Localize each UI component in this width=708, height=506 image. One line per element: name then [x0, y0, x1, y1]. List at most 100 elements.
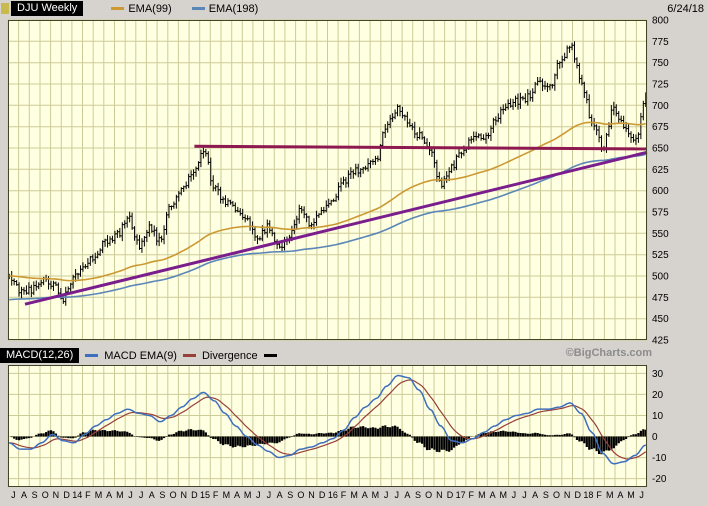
chart-date: 6/24/18	[667, 2, 704, 15]
x-axis-label: F	[213, 490, 219, 500]
ema99-swatch-icon	[111, 7, 125, 10]
ema198-line	[9, 153, 646, 301]
price-frame	[8, 20, 647, 340]
price-ytick-label: 500	[652, 272, 669, 283]
x-axis-label: J	[128, 490, 133, 500]
x-axis-label: J	[522, 490, 527, 500]
x-axis-label: J	[256, 490, 261, 500]
x-axis-label: M	[372, 490, 380, 500]
divergence-histogram	[10, 425, 647, 455]
trendline-2	[24, 150, 648, 306]
x-axis-label: A	[362, 490, 368, 500]
macd-frame	[8, 365, 647, 487]
macd-ytick-label: 20	[652, 390, 664, 401]
price-ytick-label: 725	[652, 80, 669, 91]
symbol-label[interactable]: DJU Weekly	[11, 1, 84, 16]
x-axis-label: A	[532, 490, 538, 500]
macd-title[interactable]: MACD(12,26)	[0, 348, 80, 363]
macd-ytick-label: -10	[652, 453, 667, 464]
x-axis-label: F	[341, 490, 347, 500]
price-ytick-label: 600	[652, 186, 669, 197]
ema99-label: EMA(99)	[128, 2, 172, 15]
x-axis-label: D	[319, 490, 326, 500]
ema99-line	[9, 121, 646, 282]
x-axis-label: J	[384, 490, 389, 500]
x-axis-label: M	[478, 490, 486, 500]
price-ytick-label: 650	[652, 144, 669, 155]
x-axis-label: 17	[456, 490, 466, 500]
macd-line-swatch-icon	[85, 354, 99, 357]
macd-ema-label: MACD EMA(9)	[104, 349, 177, 362]
price-ytick-label: 700	[652, 101, 669, 112]
x-axis-label: 18	[583, 490, 593, 500]
x-axis-label: D	[447, 490, 454, 500]
x-axis-label: A	[277, 490, 283, 500]
trendline-1	[194, 144, 648, 151]
macd-ytick-label: 30	[652, 369, 664, 380]
x-axis-label: J	[394, 490, 399, 500]
x-axis-label: A	[490, 490, 496, 500]
price-ytick-label: 675	[652, 122, 669, 133]
price-ytick-label: 450	[652, 314, 669, 325]
ema99-legend: EMA(99)	[111, 2, 172, 15]
x-axis-label: F	[596, 490, 602, 500]
x-axis-label: J	[639, 490, 644, 500]
price-ytick-label: 525	[652, 250, 669, 261]
macd-signal-line	[9, 379, 647, 460]
x-axis-label: M	[606, 490, 614, 500]
x-axis-label: J	[11, 490, 16, 500]
signal-line-swatch-icon	[182, 354, 196, 357]
x-axis-label: M	[95, 490, 103, 500]
bigcharts-watermark: ©BigCharts.com	[565, 347, 652, 359]
x-axis-label: O	[170, 490, 177, 500]
x-axis-label: 15	[200, 490, 210, 500]
x-axis-label: D	[191, 490, 198, 500]
x-axis-label: J	[267, 490, 272, 500]
chart-header: DJU Weekly EMA(99) EMA(198) 6/24/18	[1, 1, 704, 16]
x-axis-label: J	[139, 490, 144, 500]
macd-ytick-label: -20	[652, 474, 667, 485]
x-axis-label: A	[21, 490, 27, 500]
x-axis-label: F	[469, 490, 475, 500]
price-ytick-label: 425	[652, 336, 669, 347]
x-axis-label: A	[149, 490, 155, 500]
x-axis-label: A	[234, 490, 240, 500]
macd-ytick-label: 10	[652, 411, 664, 422]
divergence-label: Divergence	[201, 349, 258, 362]
price-ytick-label: 550	[652, 229, 669, 240]
macd-header: MACD(12,26) MACD EMA(9) Divergence	[0, 348, 277, 363]
x-axis-label: 16	[328, 490, 338, 500]
x-axis-label: O	[42, 490, 49, 500]
x-axis-label: N	[308, 490, 315, 500]
x-axis-label: A	[617, 490, 623, 500]
x-axis-label: M	[223, 490, 231, 500]
price-ytick-label: 575	[652, 208, 669, 219]
ema198-swatch-icon	[191, 7, 205, 10]
x-axis-label: J	[512, 490, 517, 500]
x-axis-label: S	[287, 490, 293, 500]
price-ytick-label: 475	[652, 293, 669, 304]
x-axis-label: A	[404, 490, 410, 500]
divergence-swatch-icon	[263, 354, 277, 357]
price-ytick-label: 775	[652, 37, 669, 48]
x-axis-label: M	[244, 490, 252, 500]
x-axis-label: S	[543, 490, 549, 500]
x-axis-label: O	[425, 490, 432, 500]
ema198-legend: EMA(198)	[191, 3, 258, 15]
x-axis-label: D	[63, 490, 70, 500]
x-axis-label: A	[106, 490, 112, 500]
x-axis-label: O	[297, 490, 304, 500]
x-axis-label: M	[499, 490, 507, 500]
x-axis-label: N	[436, 490, 443, 500]
x-axis-label: S	[32, 490, 38, 500]
x-axis-label: N	[53, 490, 60, 500]
price-ytick-label: 625	[652, 165, 669, 176]
x-axis-label: O	[553, 490, 560, 500]
x-axis-label: N	[564, 490, 571, 500]
x-axis-label: S	[415, 490, 421, 500]
x-axis-label: M	[350, 490, 358, 500]
macd-ytick-label: 0	[652, 432, 658, 443]
x-axis-label: D	[575, 490, 582, 500]
x-axis-label: M	[627, 490, 635, 500]
